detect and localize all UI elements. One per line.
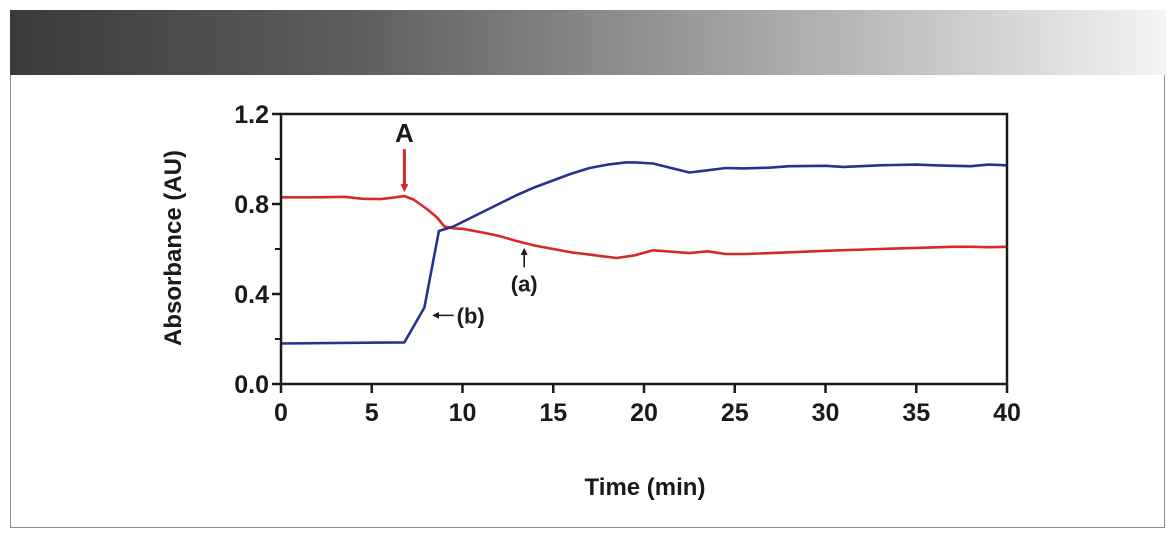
figure-frame: 0 5 10 15 20 25 30 35 40 0.0 0.4 0.8 1.2 Time (min) Ab… [10, 75, 1165, 528]
x-tick-label: 5 [365, 399, 379, 427]
y-tick-label: 0.0 [234, 371, 269, 399]
x-tick-label: 40 [993, 399, 1021, 427]
series-line-a-red [281, 194, 1008, 260]
y-tick-label: 1.2 [234, 101, 269, 129]
x-tick-label: 30 [812, 399, 840, 427]
absorbance-chart: 0 5 10 15 20 25 30 35 40 0.0 0.4 0.8 1.2 Time (min) Ab… [160, 101, 1021, 501]
x-tick-label: 15 [539, 399, 567, 427]
y-tick-label: 0.4 [234, 281, 269, 309]
header-gradient-bar [10, 10, 1166, 75]
x-tick-label: 20 [630, 399, 658, 427]
x-tick-label: 10 [449, 399, 477, 427]
y-axis-title: Absorbance (AU) [160, 150, 187, 346]
annotation-label-a-series: (a) [511, 271, 538, 296]
series-line-b-blue [280, 161, 1008, 345]
x-tick-label: 25 [721, 399, 749, 427]
x-axis-title: Time (min) [585, 474, 706, 501]
x-tick-label: 35 [902, 399, 930, 427]
x-tick-label: 0 [274, 399, 288, 427]
annotation-label-a: A [395, 118, 414, 148]
y-tick-label: 0.8 [234, 191, 269, 219]
annotation-label-b-series: (b) [457, 303, 485, 328]
